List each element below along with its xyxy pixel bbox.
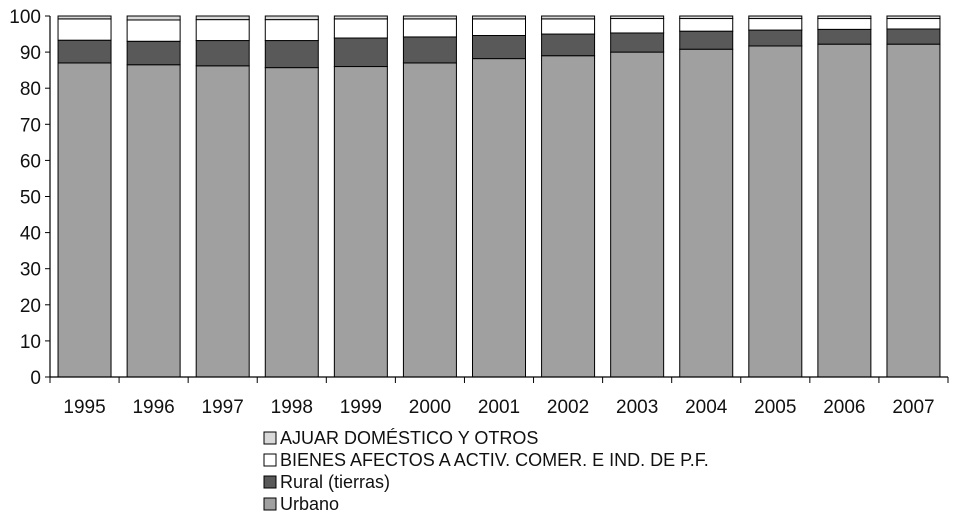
bar-rural-tierras-2000 [402,36,457,64]
bar-bienes-afectos-a-activ-comer-e-ind-de-p-f-2000 [402,18,457,38]
bar-bienes-afectos-a-activ-comer-e-ind-de-p-f-1997 [195,19,250,42]
bar-bienes-afectos-a-activ-comer-e-ind-de-p-f-2006 [817,18,872,30]
bar-rural-tierras-1995 [57,39,112,64]
bar-rural-tierras-2007 [886,28,941,45]
x-tick-label-2000: 2000 [409,397,451,418]
bar-urbano-1995 [57,62,112,378]
bar-bienes-afectos-a-activ-comer-e-ind-de-p-f-1999 [333,18,388,39]
bar-rural-tierras-1996 [126,40,181,66]
legend-swatch-urbano [263,497,277,511]
bar-ajuar-dom-stico-y-otros-2005 [748,15,803,20]
bar-ajuar-dom-stico-y-otros-1995 [57,15,112,20]
legend-label-ajuar-dom-stico-y-otros: AJUAR DOMÉSTICO Y OTROS [280,428,538,448]
bar-bienes-afectos-a-activ-comer-e-ind-de-p-f-1998 [264,19,319,42]
y-tick-label-70: 70 [20,115,41,136]
bar-ajuar-dom-stico-y-otros-1999 [333,15,388,20]
y-tick-label-90: 90 [20,43,41,64]
bar-rural-tierras-2002 [541,33,596,57]
x-tick-label-1997: 1997 [202,397,244,418]
bar-urbano-1999 [333,66,388,378]
bar-ajuar-dom-stico-y-otros-2003 [610,15,665,20]
bar-ajuar-dom-stico-y-otros-2007 [886,15,941,20]
y-tick-label-0: 0 [30,368,41,389]
bar-urbano-2001 [472,58,526,378]
bar-ajuar-dom-stico-y-otros-1997 [195,15,250,21]
x-tick-label-1995: 1995 [63,397,105,418]
x-tick-label-2005: 2005 [754,397,796,418]
axes-group: 0 10 20 30 40 50 60 70 80 90 100 1995 1996 1997 1998 19… [9,7,949,418]
x-tick-label-1998: 1998 [271,397,313,418]
x-tick-label-1999: 1999 [340,397,382,418]
bar-ajuar-dom-stico-y-otros-2001 [472,15,526,20]
bar-rural-tierras-2001 [472,34,526,60]
x-tick-label-2003: 2003 [616,397,658,418]
bar-urbano-2005 [748,45,803,378]
y-tick-label-80: 80 [20,79,41,100]
x-tick-label-2006: 2006 [823,397,865,418]
bar-bienes-afectos-a-activ-comer-e-ind-de-p-f-2007 [886,18,941,30]
bar-bienes-afectos-a-activ-comer-e-ind-de-p-f-2003 [610,18,665,34]
y-tick-label-30: 30 [20,260,41,281]
legend-label-urbano: Urbano [280,494,339,514]
x-tick-label-2004: 2004 [685,397,728,418]
bar-urbano-1998 [264,67,319,378]
x-tick-label-2001: 2001 [478,397,520,418]
x-tick-label-2007: 2007 [892,397,934,418]
legend-swatch-bienes-afectos-a-activ-comer-e-ind-de-p-f [263,453,277,467]
bar-rural-tierras-1997 [195,40,250,67]
y-tick-label-60: 60 [20,151,41,172]
bar-urbano-1997 [195,65,250,378]
bar-rural-tierras-1998 [264,40,319,69]
legend-swatch-ajuar-dom-stico-y-otros [263,431,277,445]
legend-label-bienes-afectos-a-activ-comer-e-ind-de-p-f: BIENES AFECTOS A ACTIV. COMER. E IND. DE… [280,450,709,470]
y-tick-label-50: 50 [20,188,41,209]
bar-ajuar-dom-stico-y-otros-2006 [817,15,872,20]
legend-swatch-rural-tierras [263,475,277,489]
bar-bienes-afectos-a-activ-comer-e-ind-de-p-f-2004 [679,18,734,32]
bar-bienes-afectos-a-activ-comer-e-ind-de-p-f-2005 [748,18,803,31]
bar-rural-tierras-2006 [817,28,872,45]
bar-ajuar-dom-stico-y-otros-2002 [541,15,596,20]
bar-urbano-2003 [610,51,665,378]
bar-bienes-afectos-a-activ-comer-e-ind-de-p-f-1995 [57,18,112,41]
bar-rural-tierras-2003 [610,32,665,53]
x-tick-label-1996: 1996 [132,397,174,418]
y-tick-label-20: 20 [20,296,41,317]
bar-bienes-afectos-a-activ-comer-e-ind-de-p-f-2001 [472,18,526,36]
bar-urbano-2002 [541,55,596,378]
bar-urbano-2004 [679,48,734,378]
legend-label-rural-tierras: Rural (tierras) [280,472,390,492]
y-tick-label-100: 100 [9,7,41,28]
bar-ajuar-dom-stico-y-otros-1998 [264,15,319,21]
bar-ajuar-dom-stico-y-otros-1996 [126,15,181,21]
bar-bienes-afectos-a-activ-comer-e-ind-de-p-f-1996 [126,19,181,42]
bar-rural-tierras-2005 [748,29,803,47]
bar-bienes-afectos-a-activ-comer-e-ind-de-p-f-2002 [541,18,596,35]
bar-ajuar-dom-stico-y-otros-2004 [679,15,734,20]
bar-ajuar-dom-stico-y-otros-2000 [402,15,457,20]
bars-group [57,15,941,378]
y-tick-label-10: 10 [20,332,41,353]
bar-urbano-1996 [126,64,181,378]
bar-urbano-2000 [402,62,457,378]
bar-rural-tierras-1999 [333,37,388,68]
bar-urbano-2007 [886,43,941,378]
bar-urbano-2006 [817,43,872,378]
bar-rural-tierras-2004 [679,30,734,50]
y-tick-label-40: 40 [20,224,41,245]
x-tick-label-2002: 2002 [547,397,589,418]
